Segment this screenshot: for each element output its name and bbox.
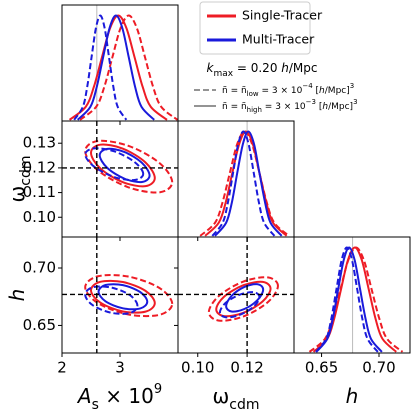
marginal-curve xyxy=(315,246,379,353)
y-tick-label: 0.12 xyxy=(23,158,56,176)
label-part: × 10 xyxy=(99,384,154,408)
marginal-curve xyxy=(211,130,276,237)
contour xyxy=(225,283,265,313)
annotation-part: max xyxy=(213,69,233,79)
label-part: [ xyxy=(313,86,319,96)
label-part: h xyxy=(5,289,29,302)
label-part: h xyxy=(346,384,359,408)
label-part: ω xyxy=(5,186,29,203)
marginal-curve xyxy=(214,130,283,237)
label-part: low xyxy=(247,90,259,98)
label-part: /Mpc] xyxy=(328,102,353,112)
contour xyxy=(215,280,272,318)
x-axis-label: ωcdm xyxy=(213,384,260,412)
marginal-curve xyxy=(79,14,178,121)
y-tick-label: 0.11 xyxy=(23,183,56,201)
x-tick-label: 3 xyxy=(115,359,125,377)
y-tick-label: 0.70 xyxy=(23,259,56,277)
annotation-part: h xyxy=(281,61,289,75)
marginal-curve xyxy=(315,246,383,353)
y-tick-label: 0.65 xyxy=(23,316,56,334)
label-part: high xyxy=(247,106,262,114)
panel-frame xyxy=(61,120,179,238)
annotation: kmax = 0.20 h/Mpc xyxy=(206,61,317,79)
marginal-curve xyxy=(199,130,290,237)
marginal-curve xyxy=(73,14,128,121)
label-part: s xyxy=(92,397,99,412)
label-part: A xyxy=(76,384,92,408)
annotation-part: /Mpc xyxy=(289,61,318,75)
y-tick-label: 0.10 xyxy=(23,208,56,226)
contour xyxy=(84,285,139,315)
marginal-curve xyxy=(76,14,155,121)
x-tick-label: 0.10 xyxy=(181,359,214,377)
panel-frame xyxy=(293,236,411,354)
contour xyxy=(84,147,145,182)
marginal-curve xyxy=(204,130,288,237)
y-tick-label: 0.13 xyxy=(23,134,56,152)
marginal-curve xyxy=(68,14,168,121)
legend-label: Single-Tracer xyxy=(242,8,323,23)
annotation-part: k xyxy=(206,61,214,75)
style-legend-label: ñ = ñlow = 3 × 10−4 [h/Mpc]3 xyxy=(222,82,354,98)
x-tick-label: 0.70 xyxy=(362,359,395,377)
contour xyxy=(89,143,156,188)
label-part: ω xyxy=(213,384,230,408)
contour xyxy=(98,147,151,184)
label-part: cdm xyxy=(229,397,259,412)
legend-label: Multi-Tracer xyxy=(242,32,315,47)
label-part: h xyxy=(319,86,325,96)
y-axis-label: ωcdm xyxy=(5,156,35,203)
label-part: h xyxy=(322,102,328,112)
label-part: [ xyxy=(316,102,322,112)
label-part: /Mpc] xyxy=(325,86,350,96)
label-part: 3 xyxy=(353,98,357,106)
x-tick-label: 0.65 xyxy=(305,359,338,377)
x-axis-label: As × 109 xyxy=(76,382,162,412)
contour xyxy=(84,274,174,318)
y-axis-label: h xyxy=(5,289,29,302)
label-part: 9 xyxy=(154,382,162,397)
label-part: ñ = ñ xyxy=(222,86,247,96)
x-tick-label: 0.12 xyxy=(230,359,263,377)
x-axis-label: h xyxy=(346,384,359,408)
contour xyxy=(207,276,279,322)
annotation-part: = 0.20 xyxy=(233,61,281,75)
label-part: −3 xyxy=(306,98,316,106)
contour xyxy=(84,139,174,194)
contour xyxy=(97,283,149,311)
label-part: ñ = ñ xyxy=(222,102,247,112)
contour xyxy=(218,291,261,319)
label-part: = 3 × 10 xyxy=(259,86,303,96)
label-part: 3 xyxy=(350,82,354,90)
label-part: = 3 × 10 xyxy=(262,102,306,112)
label-part: cdm xyxy=(18,156,34,186)
contour xyxy=(89,279,156,314)
label-part: −4 xyxy=(302,82,313,90)
x-tick-label: 2 xyxy=(57,359,67,377)
style-legend-label: ñ = ñhigh = 3 × 10−3 [h/Mpc]3 xyxy=(222,98,358,114)
